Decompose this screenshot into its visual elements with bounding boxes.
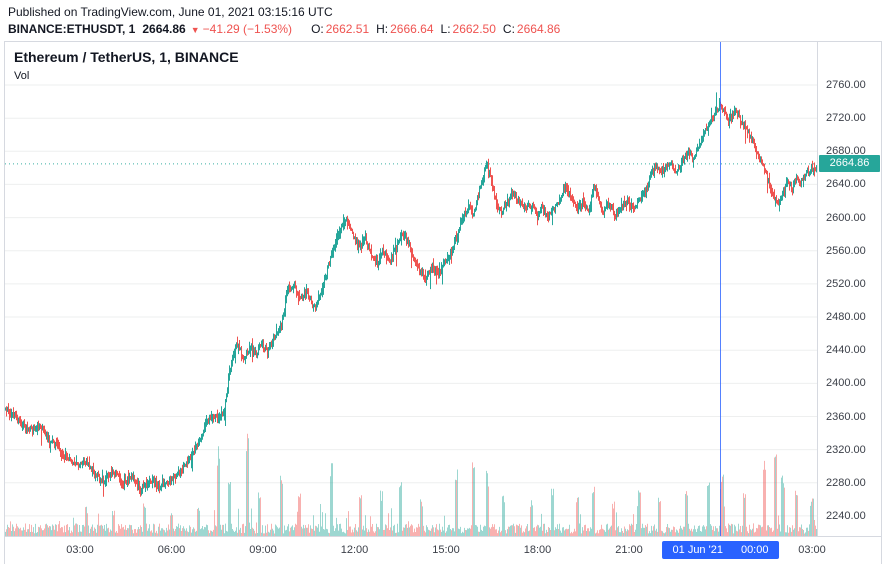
time-tick-label: 03:00 xyxy=(798,544,826,556)
chart-title: Ethereum / TetherUS, 1, BINANCE xyxy=(14,49,239,65)
time-tick-label: 21:00 xyxy=(615,544,643,556)
volume-layer-down xyxy=(6,433,816,536)
price-tick-label: 2360.00 xyxy=(826,410,866,423)
price-tick-label: 2400.00 xyxy=(826,377,866,390)
price-tick-label: 2640.00 xyxy=(826,178,866,191)
price-change: −41.29 (−1.53%) xyxy=(202,22,293,36)
time-tick-label: 03:00 xyxy=(66,544,94,556)
time-tick-label: 09:00 xyxy=(249,544,277,556)
price-tick-label: 2760.00 xyxy=(826,79,866,91)
price-tick-label: 2680.00 xyxy=(826,145,866,158)
price-tick-label: 2560.00 xyxy=(826,244,866,257)
volume-layer-up xyxy=(5,438,817,536)
candles-layer-up xyxy=(5,92,817,496)
volume-indicator-label: Vol xyxy=(14,70,30,82)
price-tick-label: 2720.00 xyxy=(826,112,866,125)
candles-layer-down xyxy=(6,101,816,497)
grid-layer xyxy=(5,84,817,517)
price-tick-label: 2320.00 xyxy=(826,443,866,456)
open-value: 2662.51 xyxy=(325,22,370,36)
session-date-label: 01 Jun '21 xyxy=(672,544,723,556)
low-value: 2662.50 xyxy=(452,22,496,36)
chart-area: Ethereum / TetherUS, 1, BINANCE Vol 2664… xyxy=(4,41,882,564)
time-tick-label: 06:00 xyxy=(157,544,186,556)
published-line: Published on TradingView.com, June 01, 2… xyxy=(8,5,333,19)
open-label: O: xyxy=(311,22,324,36)
time-tick-label: 12:00 xyxy=(340,544,369,556)
price-tick-label: 2600.00 xyxy=(826,211,866,224)
plot-canvas[interactable] xyxy=(5,42,817,536)
price-tick-label: 2240.00 xyxy=(826,509,866,522)
time-axis[interactable]: 01 Jun '21 00:00 03:00 06:00 09:00 12:00 15:… xyxy=(5,536,881,564)
price-tick-label: 2480.00 xyxy=(826,311,866,324)
session-time-label: 00:00 xyxy=(740,544,769,556)
price-tick-label: 2440.00 xyxy=(826,344,866,357)
down-arrow-icon: ▼ xyxy=(190,25,200,35)
price-tick-label: 2280.00 xyxy=(826,476,866,489)
symbol-legend: BINANCE:ETHUSDT, 1 2664.86 ▼ −41.29 (−1.… xyxy=(0,19,886,36)
last-price: 2664.86 xyxy=(142,22,186,36)
symbol-name: BINANCE:ETHUSDT, 1 xyxy=(8,22,136,36)
session-date-badge: 01 Jun '21 00:00 xyxy=(661,541,780,559)
price-tick-label: 2520.00 xyxy=(826,277,866,290)
close-label: C: xyxy=(502,22,515,36)
high-value: 2666.64 xyxy=(390,22,434,36)
high-label: H: xyxy=(376,22,389,36)
time-tick-label: 18:00 xyxy=(523,544,552,556)
low-label: L: xyxy=(440,22,451,36)
price-axis[interactable]: 2664.86 2760.00 2720.00 2680.00 2640.00 2600… xyxy=(817,42,881,536)
time-tick-label: 15:00 xyxy=(432,544,460,556)
close-value: 2664.86 xyxy=(516,22,561,36)
last-price-badge: 2664.86 xyxy=(819,155,880,173)
